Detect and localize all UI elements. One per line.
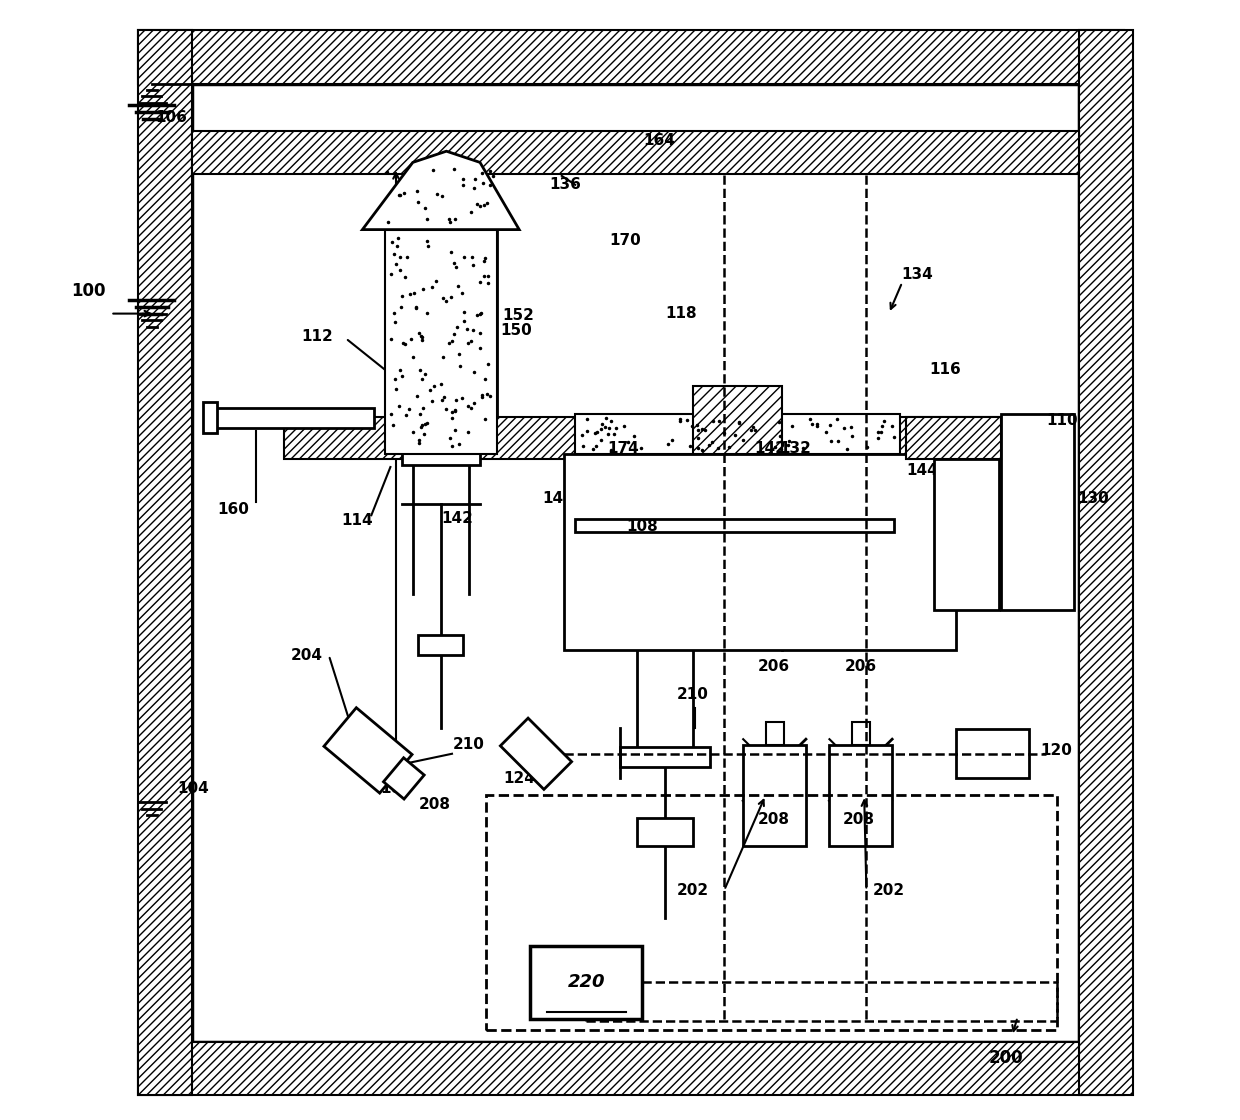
Bar [139, 30, 1123, 84]
Text: 206: 206 [758, 659, 790, 674]
Text: 204: 204 [290, 647, 322, 663]
Bar [139, 30, 192, 1095]
Bar [418, 635, 464, 655]
Text: 210: 210 [453, 737, 485, 753]
Text: 142: 142 [441, 511, 474, 526]
Text: 106: 106 [155, 110, 187, 125]
Text: 208: 208 [758, 812, 790, 828]
Bar [765, 722, 784, 745]
Text: 114: 114 [341, 513, 372, 529]
Bar [203, 402, 217, 433]
Text: 102: 102 [381, 781, 412, 796]
Bar [564, 454, 956, 650]
Bar [1079, 30, 1133, 1095]
Text: 110: 110 [1047, 412, 1079, 428]
Text: 150: 150 [500, 323, 532, 338]
Bar [852, 722, 869, 745]
Text: 220: 220 [568, 973, 605, 991]
Text: 132: 132 [779, 440, 811, 456]
Text: 124: 124 [503, 771, 536, 786]
Bar [1001, 414, 1074, 610]
Text: 130: 130 [1078, 491, 1109, 506]
Bar [575, 414, 900, 454]
Text: 100: 100 [71, 282, 105, 300]
Text: 112: 112 [301, 328, 334, 344]
Text: 200: 200 [990, 1049, 1024, 1067]
Text: 142: 142 [754, 440, 786, 456]
Polygon shape [362, 151, 520, 230]
Text: 154: 154 [466, 211, 498, 226]
Text: 134: 134 [901, 267, 932, 282]
Text: 122: 122 [626, 575, 658, 590]
Text: 202: 202 [677, 883, 709, 898]
Text: 136: 136 [549, 177, 582, 193]
Text: 210: 210 [677, 687, 709, 702]
Text: 174: 174 [608, 440, 640, 456]
Bar [620, 747, 709, 767]
Bar [139, 1042, 1123, 1095]
Bar [575, 519, 894, 532]
Text: 104: 104 [177, 781, 210, 796]
Bar [637, 818, 693, 846]
Text: 120: 120 [1040, 743, 1071, 758]
Polygon shape [384, 230, 497, 454]
Bar [501, 718, 572, 790]
Text: 152: 152 [502, 308, 534, 324]
Bar [206, 408, 373, 428]
Bar [531, 946, 642, 1019]
Bar [402, 451, 480, 465]
Text: 208: 208 [419, 796, 451, 812]
Text: 118: 118 [666, 306, 697, 321]
Text: 144: 144 [906, 463, 939, 478]
Text: 160: 160 [218, 502, 249, 517]
Bar [192, 131, 1079, 174]
Bar [693, 386, 782, 454]
Bar [284, 417, 1068, 459]
Bar [905, 417, 1001, 459]
Text: 170: 170 [610, 233, 641, 249]
Text: 164: 164 [644, 132, 675, 148]
Text: 208: 208 [842, 812, 874, 828]
Text: 206: 206 [844, 659, 877, 674]
Bar [934, 459, 998, 610]
Text: 108: 108 [626, 519, 658, 534]
Bar [743, 745, 806, 846]
Text: 116: 116 [929, 362, 961, 377]
Bar [486, 795, 1056, 1030]
Text: 140: 140 [543, 491, 574, 506]
Bar [830, 745, 892, 846]
Bar [956, 729, 1029, 778]
Bar [324, 708, 412, 793]
Bar [383, 758, 424, 799]
Text: 202: 202 [873, 883, 905, 898]
